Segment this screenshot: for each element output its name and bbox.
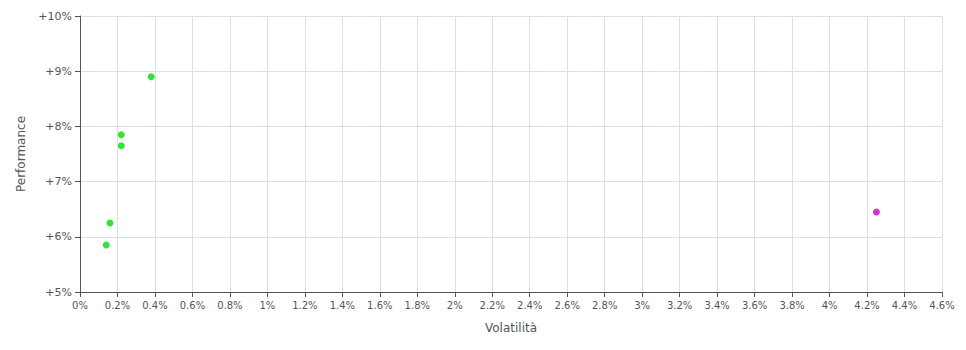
svg-text:+10%: +10% [38, 10, 72, 23]
svg-text:2.8%: 2.8% [592, 300, 617, 311]
svg-text:3.8%: 3.8% [779, 300, 804, 311]
svg-text:4.2%: 4.2% [854, 300, 879, 311]
svg-text:+5%: +5% [45, 286, 72, 299]
svg-text:2.6%: 2.6% [555, 300, 580, 311]
svg-text:2.4%: 2.4% [517, 300, 542, 311]
svg-text:4%: 4% [822, 300, 838, 311]
svg-text:+8%: +8% [45, 120, 72, 133]
svg-text:0%: 0% [72, 300, 88, 311]
svg-text:2.2%: 2.2% [480, 300, 505, 311]
svg-text:0.8%: 0.8% [217, 300, 242, 311]
svg-text:Volatilità: Volatilità [485, 321, 537, 335]
svg-text:1.2%: 1.2% [292, 300, 317, 311]
svg-text:3.2%: 3.2% [667, 300, 692, 311]
svg-text:+9%: +9% [45, 65, 72, 78]
svg-text:1.4%: 1.4% [330, 300, 355, 311]
svg-text:+7%: +7% [45, 175, 72, 188]
svg-text:Performance: Performance [14, 116, 28, 192]
svg-text:2%: 2% [447, 300, 463, 311]
svg-text:1%: 1% [259, 300, 275, 311]
svg-text:1.8%: 1.8% [405, 300, 430, 311]
svg-text:4.4%: 4.4% [892, 300, 917, 311]
svg-text:3%: 3% [634, 300, 650, 311]
svg-text:0.6%: 0.6% [180, 300, 205, 311]
svg-text:4.6%: 4.6% [929, 300, 954, 311]
svg-text:1.6%: 1.6% [367, 300, 392, 311]
svg-text:3.6%: 3.6% [742, 300, 767, 311]
svg-text:0.4%: 0.4% [142, 300, 167, 311]
svg-text:0.2%: 0.2% [105, 300, 130, 311]
svg-text:+6%: +6% [45, 230, 72, 243]
svg-text:3.4%: 3.4% [704, 300, 729, 311]
